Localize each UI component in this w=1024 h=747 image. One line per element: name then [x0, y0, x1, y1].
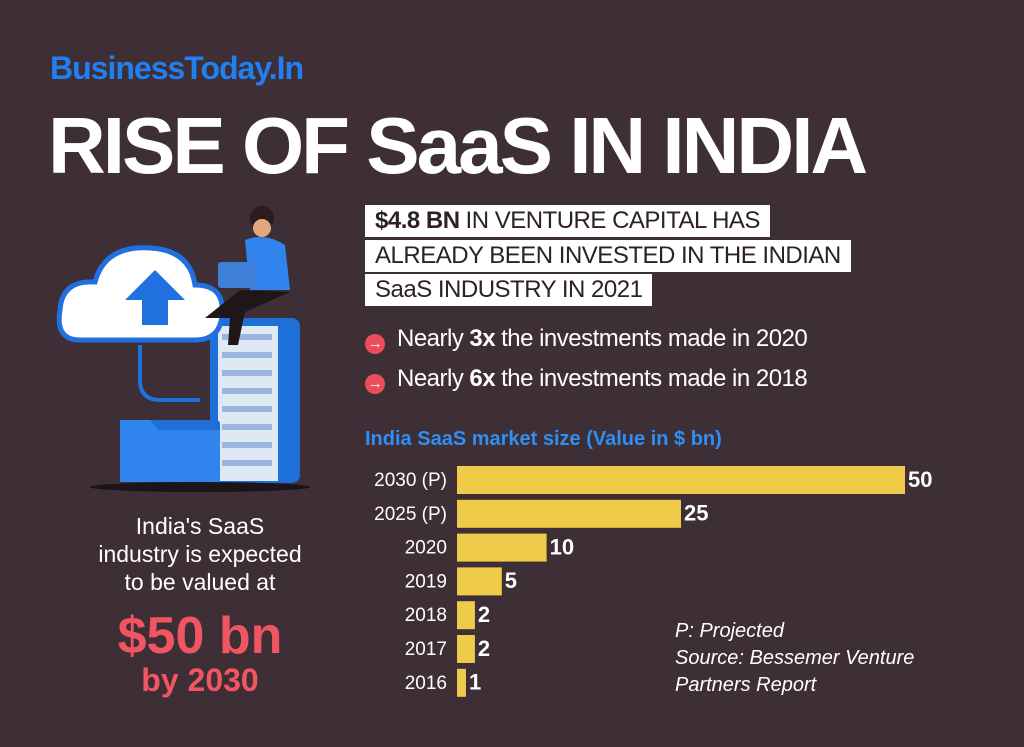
value-label: 25: [684, 501, 708, 526]
bullet: → Nearly 6x the investments made in 2018: [365, 365, 808, 394]
title: RISE OF SaaS IN INDIA: [48, 101, 868, 190]
note: P: Projected: [675, 620, 784, 642]
bullet-suffix: the investments made in 2020: [501, 325, 808, 352]
bar: [457, 567, 502, 596]
sidebar-line: industry is expected: [98, 541, 302, 567]
brand: BusinessToday.In: [50, 50, 304, 86]
category-label: 2030 (P): [374, 470, 447, 491]
value-label: 50: [908, 467, 932, 492]
sidebar-line: to be valued at: [124, 569, 276, 595]
value-label: 5: [505, 568, 517, 593]
bullet-bold: 3x: [469, 325, 496, 352]
bar: [457, 533, 547, 562]
category-label: 2019: [405, 571, 447, 592]
value-label: 10: [550, 534, 574, 559]
category-label: 2017: [405, 639, 447, 660]
value-label: 2: [478, 602, 490, 627]
highlight-line: ALREADY BEEN INVESTED IN THE INDIAN: [365, 240, 851, 272]
bullet-suffix: the investments made in 2018: [501, 365, 808, 392]
illustration: [56, 206, 310, 492]
highlight-line: SaaS INDUSTRY IN 2021: [365, 274, 653, 306]
bullet-prefix: Nearly: [397, 325, 464, 352]
bar: [457, 466, 905, 494]
sidebar-big: $50 bn: [117, 607, 283, 665]
sidebar-year: by 2030: [141, 662, 259, 698]
bullet-prefix: Nearly: [397, 365, 464, 392]
bar: [457, 601, 475, 630]
value-label: 1: [469, 670, 481, 695]
note: Partners Report: [675, 674, 817, 696]
sidebar-line: India's SaaS: [135, 513, 265, 539]
highlight-text: IN VENTURE CAPITAL HAS: [465, 207, 761, 234]
bar: [457, 668, 466, 697]
bullet-bold: 6x: [469, 365, 496, 392]
category-label: 2016: [405, 673, 447, 694]
sidebar-text: India's SaaS industry is expected to be …: [0, 512, 400, 596]
note: Source: Bessemer Venture: [675, 647, 915, 669]
highlight-line: $4.8 BN IN VENTURE CAPITAL HAS: [365, 205, 770, 237]
category-label: 2025 (P): [374, 504, 447, 525]
value-label: 2: [478, 636, 490, 661]
category-label: 2020: [405, 538, 447, 559]
highlight-bold: $4.8 BN: [375, 207, 460, 234]
bullet: → Nearly 3x the investments made in 2020: [365, 325, 808, 354]
bar: [457, 635, 475, 663]
bar: [457, 499, 681, 528]
category-label: 2018: [405, 605, 447, 626]
chart-title: India SaaS market size (Value in $ bn): [365, 428, 722, 450]
